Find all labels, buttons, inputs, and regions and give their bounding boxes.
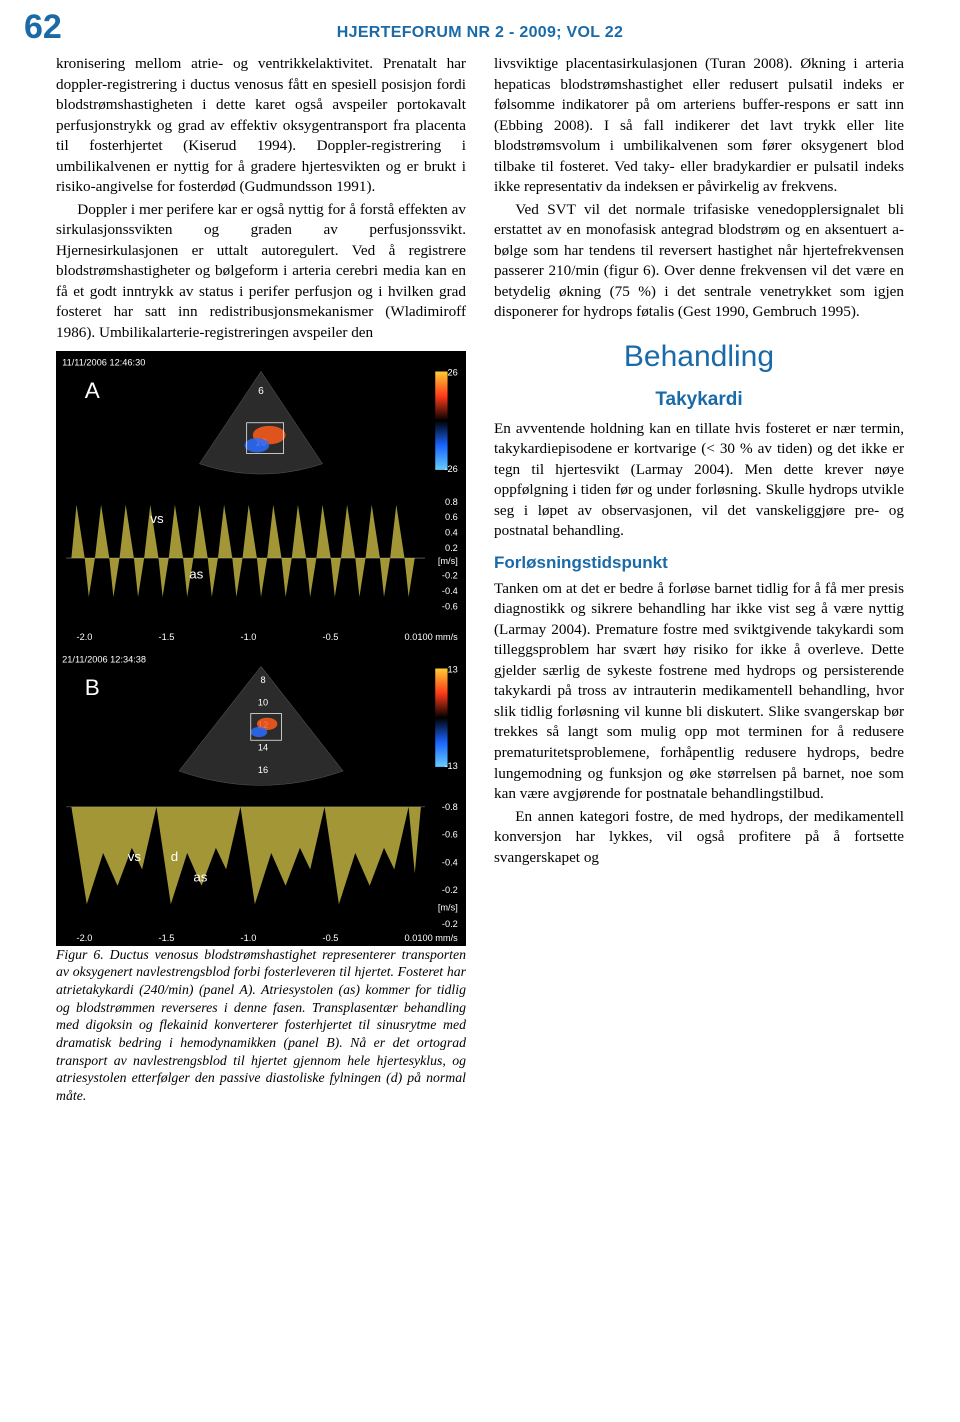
time-scale: -1.0 bbox=[241, 632, 257, 642]
vel-scale: -0.6 bbox=[442, 602, 458, 612]
sweep-speed: 100 mm/s bbox=[417, 632, 458, 642]
vel-scale: -0.8 bbox=[442, 802, 458, 812]
vel-scale: 0.8 bbox=[445, 497, 458, 507]
vel-scale: [m/s] bbox=[438, 903, 458, 913]
vel-scale: -0.2 bbox=[442, 885, 458, 895]
time-scale: -1.5 bbox=[159, 934, 175, 944]
trace-annotation: as bbox=[189, 567, 203, 582]
vel-scale: -0.4 bbox=[442, 586, 458, 596]
time-scale: -1.5 bbox=[159, 632, 175, 642]
heading-forlosning: Forløsningstidspunkt bbox=[494, 552, 904, 575]
trace-annotation: vs bbox=[150, 511, 164, 526]
panel-label: A bbox=[85, 378, 100, 403]
page-number: 62 bbox=[24, 8, 62, 47]
vel-scale: 0.2 bbox=[445, 543, 458, 553]
ultrasound-panel-b: 21/11/2006 12:34:38 B 13 -13 8 bbox=[56, 648, 466, 945]
time-scale: -0.5 bbox=[323, 632, 339, 642]
time-scale: 0.0 bbox=[405, 934, 418, 944]
colorbar-max: 13 bbox=[448, 665, 458, 675]
body-paragraph: Doppler i mer perifere kar er også nytti… bbox=[56, 200, 466, 344]
running-head: HJERTEFORUM NR 2 - 2009; VOL 22 bbox=[56, 24, 904, 42]
colorbar-max: 26 bbox=[448, 368, 458, 378]
right-column: livsviktige placentasirkulasjonen (Turan… bbox=[494, 54, 904, 1111]
two-column-layout: kronisering mellom atrie- og ventrikkela… bbox=[56, 54, 904, 1111]
colorbar-min: -26 bbox=[444, 464, 457, 474]
body-paragraph: En annen kategori fostre, de med hydrops… bbox=[494, 807, 904, 869]
heading-behandling: Behandling bbox=[494, 337, 904, 378]
vel-scale: [m/s] bbox=[438, 556, 458, 566]
body-paragraph: kronisering mellom atrie- og ventrikkela… bbox=[56, 54, 466, 198]
panel-timestamp: 11/11/2006 12:46:30 bbox=[62, 358, 145, 368]
body-paragraph: Ved SVT vil det normale trifasiske vened… bbox=[494, 200, 904, 323]
panel-label: B bbox=[85, 676, 100, 701]
heading-takykardi: Takykardi bbox=[494, 387, 904, 413]
depth-label: 6 bbox=[258, 386, 264, 397]
depth-label: 10 bbox=[258, 698, 268, 708]
sweep-speed: 100 mm/s bbox=[417, 934, 458, 944]
vel-scale: -0.2 bbox=[442, 571, 458, 581]
trace-annotation: vs bbox=[128, 850, 142, 865]
time-scale: 0.0 bbox=[405, 632, 418, 642]
page: 62 HJERTEFORUM NR 2 - 2009; VOL 22 kroni… bbox=[0, 0, 960, 1151]
time-scale: -0.5 bbox=[323, 934, 339, 944]
vel-scale: -0.4 bbox=[442, 858, 458, 868]
ultrasound-panel-a: 11/11/2006 12:46:30 A 26 -26 bbox=[56, 351, 466, 648]
body-paragraph: Tanken om at det er bedre å forløse barn… bbox=[494, 579, 904, 805]
depth-label: 14 bbox=[258, 743, 268, 753]
vel-scale: 0.4 bbox=[445, 528, 458, 538]
time-scale: -2.0 bbox=[77, 632, 93, 642]
body-paragraph: livsviktige placentasirkulasjonen (Turan… bbox=[494, 54, 904, 198]
trace-annotation: d bbox=[171, 850, 178, 865]
vel-scale: 0.6 bbox=[445, 512, 458, 522]
body-paragraph: En avventende holdning kan en tillate hv… bbox=[494, 419, 904, 542]
left-column: kronisering mellom atrie- og ventrikkela… bbox=[56, 54, 466, 1111]
figure-6: 11/11/2006 12:46:30 A 26 -26 bbox=[56, 351, 466, 1104]
colorbar-min: -13 bbox=[444, 761, 457, 771]
time-scale: -1.0 bbox=[241, 934, 257, 944]
trace-annotation: as bbox=[193, 870, 207, 885]
vel-scale: -0.6 bbox=[442, 830, 458, 840]
figure-caption: Figur 6. Ductus venosus blodstrømshastig… bbox=[56, 946, 466, 1105]
depth-label: 16 bbox=[258, 766, 268, 776]
vel-scale: -0.2 bbox=[442, 919, 458, 929]
depth-label: 8 bbox=[260, 675, 265, 685]
panel-timestamp: 21/11/2006 12:34:38 bbox=[62, 655, 146, 665]
time-scale: -2.0 bbox=[77, 934, 93, 944]
